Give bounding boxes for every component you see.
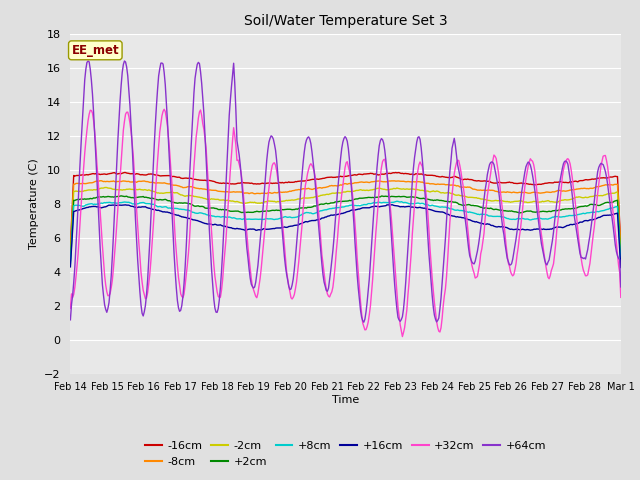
Text: EE_met: EE_met [72,44,119,57]
Y-axis label: Temperature (C): Temperature (C) [29,158,38,250]
Legend: -16cm, -8cm, -2cm, +2cm, +8cm, +16cm, +32cm, +64cm: -16cm, -8cm, -2cm, +2cm, +8cm, +16cm, +3… [141,437,550,471]
Title: Soil/Water Temperature Set 3: Soil/Water Temperature Set 3 [244,14,447,28]
X-axis label: Time: Time [332,395,359,405]
